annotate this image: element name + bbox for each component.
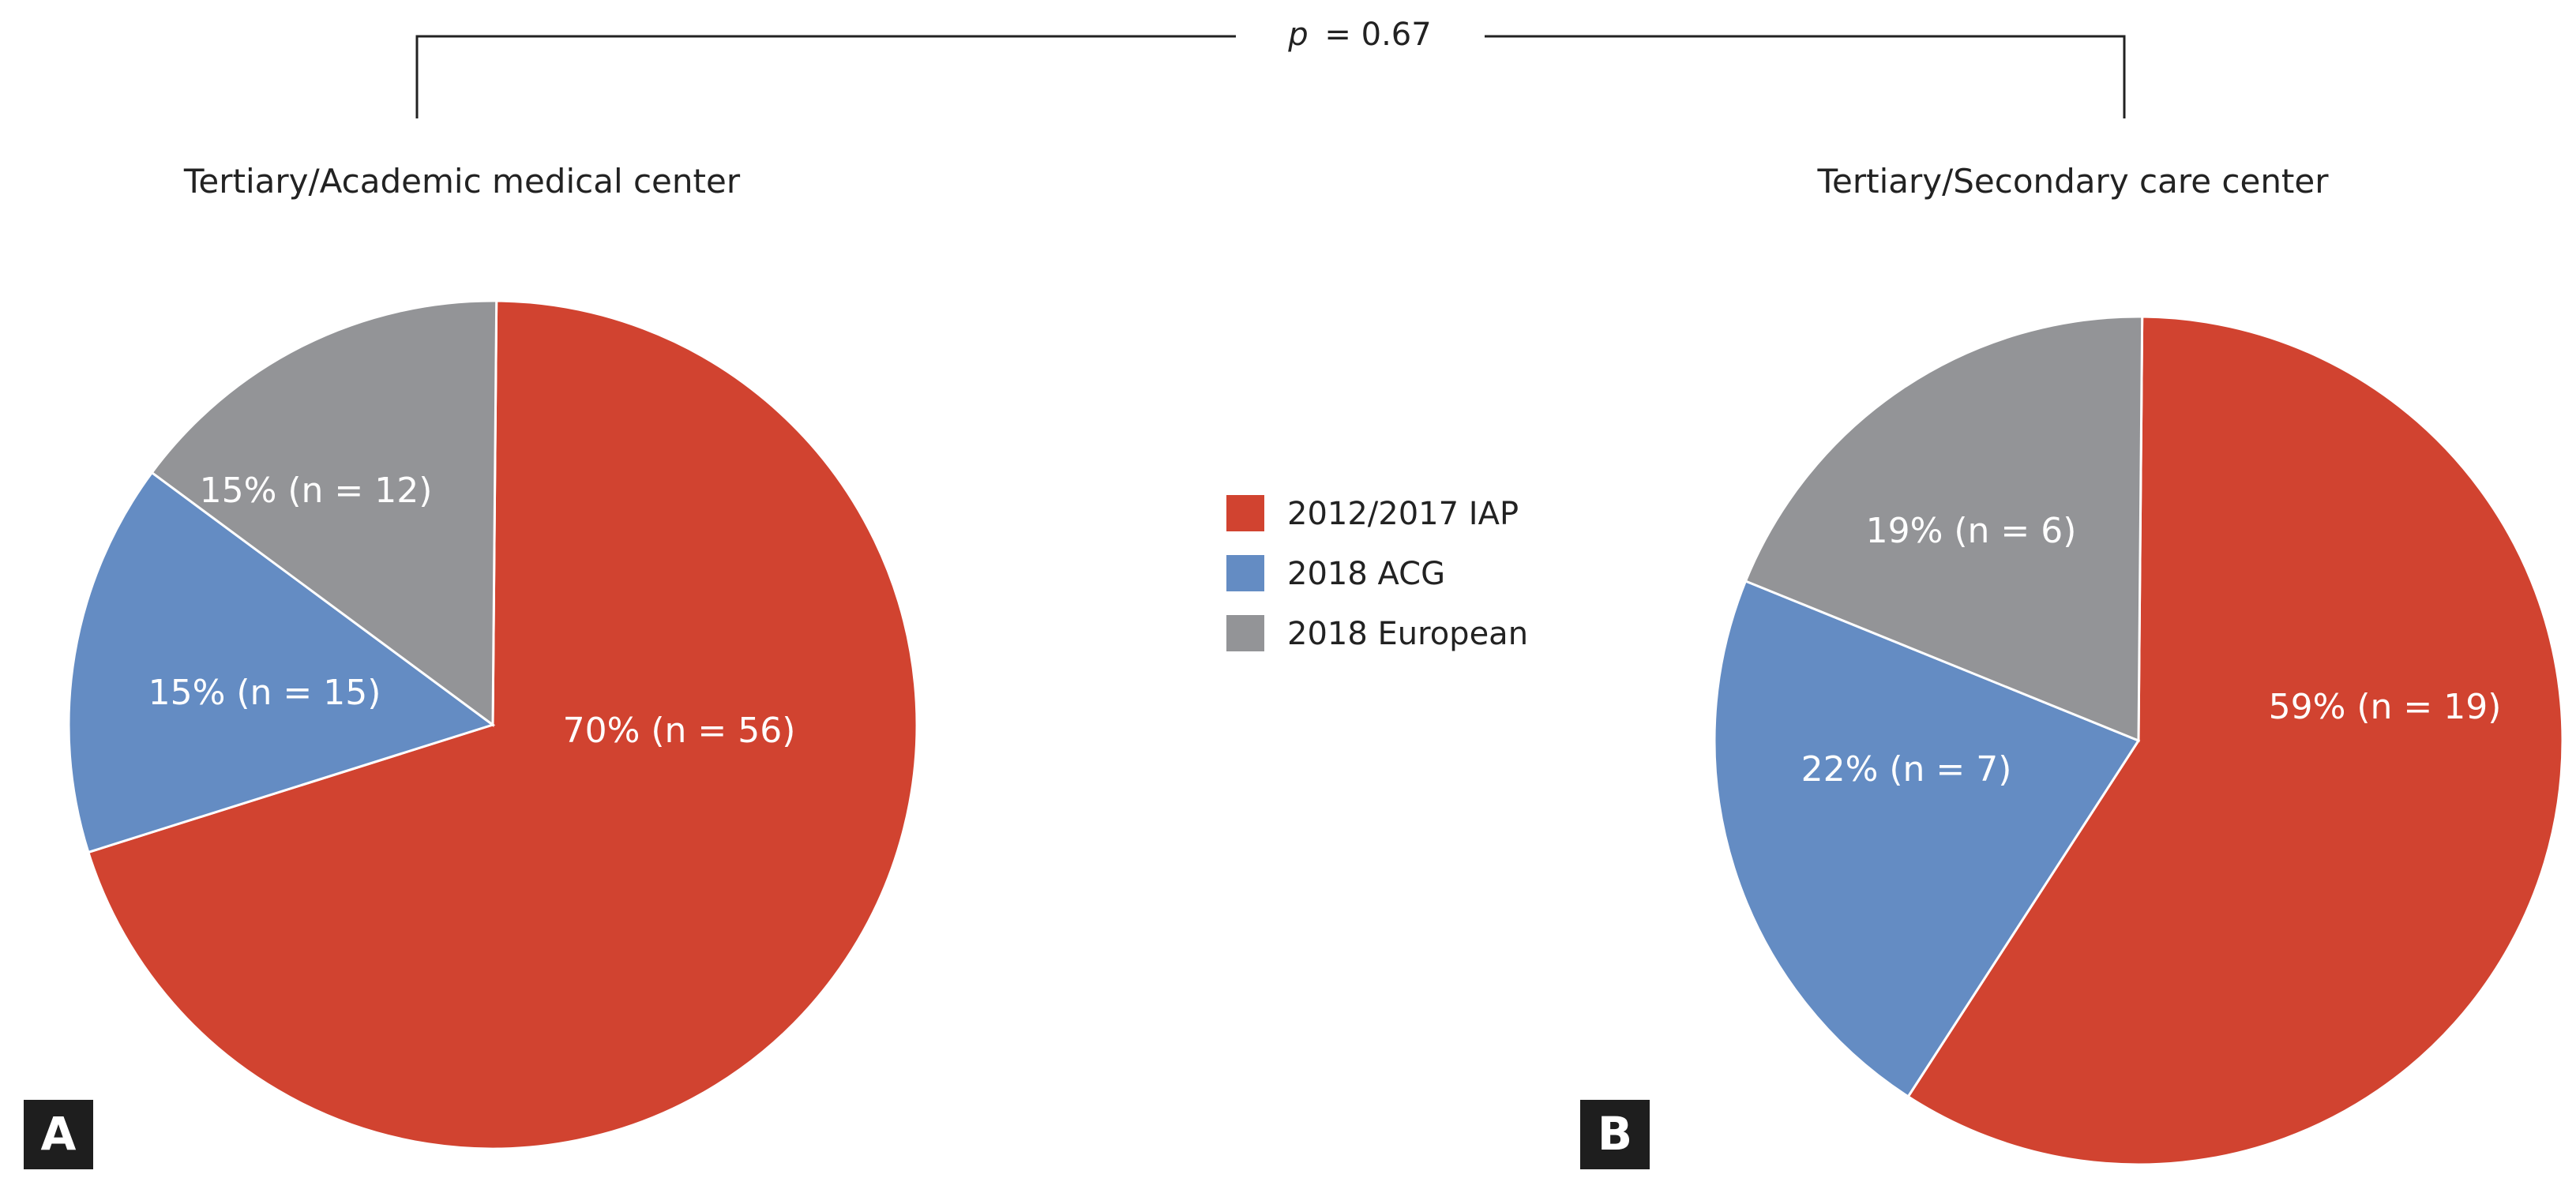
panel-badge-b: B — [1580, 1100, 1650, 1169]
panel-badge-a-box — [24, 1100, 93, 1169]
panel-badge-b-box — [1580, 1100, 1650, 1169]
slice-label-a-2: 15% (n = 12) — [200, 471, 433, 511]
legend-swatch-iap — [1226, 495, 1264, 531]
pie-slice-a-1 — [67, 471, 496, 854]
pie-slice-a-0 — [86, 299, 918, 1150]
slice-label-b-2: 19% (n = 6) — [1866, 511, 2077, 551]
panel-badge-b-letter: B — [1598, 1107, 1632, 1161]
legend-label-iap: 2012/2017 IAP — [1287, 496, 1519, 532]
legend-swatch-european — [1226, 615, 1264, 651]
legend-label-acg: 2018 ACG — [1287, 556, 1445, 592]
legend: 2012/2017 IAP 2018 ACG 2018 European — [1226, 495, 1528, 652]
p-value: = 0.67 — [1324, 17, 1431, 53]
slice-label-a-1: 15% (n = 15) — [148, 673, 381, 713]
bracket-right — [1485, 35, 2126, 118]
legend-swatch-acg — [1226, 555, 1264, 591]
p-symbol: p — [1287, 17, 1308, 53]
bracket-left — [415, 35, 1236, 118]
legend-item-iap: 2012/2017 IAP — [1226, 495, 1519, 532]
panel-badge-a: A — [24, 1100, 93, 1169]
pie-chart-a: 70% (n = 56) 15% (n = 15) 15% (n = 12) — [67, 299, 918, 1150]
pie-slice-a-2 — [150, 299, 498, 727]
pie-slice-b-0 — [1906, 315, 2564, 1166]
p-value-label: p = 0.67 — [1287, 17, 1431, 53]
slice-label-b-1: 22% (n = 7) — [1801, 749, 2012, 790]
panel-a-title: Tertiary/Academic medical center — [183, 162, 741, 201]
panel-badge-a-letter: A — [41, 1107, 77, 1161]
pie-slice-b-2 — [1744, 315, 2144, 743]
legend-item-european: 2018 European — [1226, 615, 1528, 652]
panel-b-title: Tertiary/Secondary care center — [1816, 162, 2329, 201]
comparison-bracket: p = 0.67 — [415, 17, 2126, 118]
legend-label-european: 2018 European — [1287, 616, 1528, 652]
slice-label-a-0: 70% (n = 56) — [563, 711, 796, 751]
slice-label-b-0: 59% (n = 19) — [2269, 687, 2502, 727]
pie-chart-b: 59% (n = 19) 22% (n = 7) 19% (n = 6) — [1713, 315, 2564, 1166]
legend-item-acg: 2018 ACG — [1226, 555, 1445, 592]
pie-slice-b-1 — [1713, 580, 2141, 1098]
